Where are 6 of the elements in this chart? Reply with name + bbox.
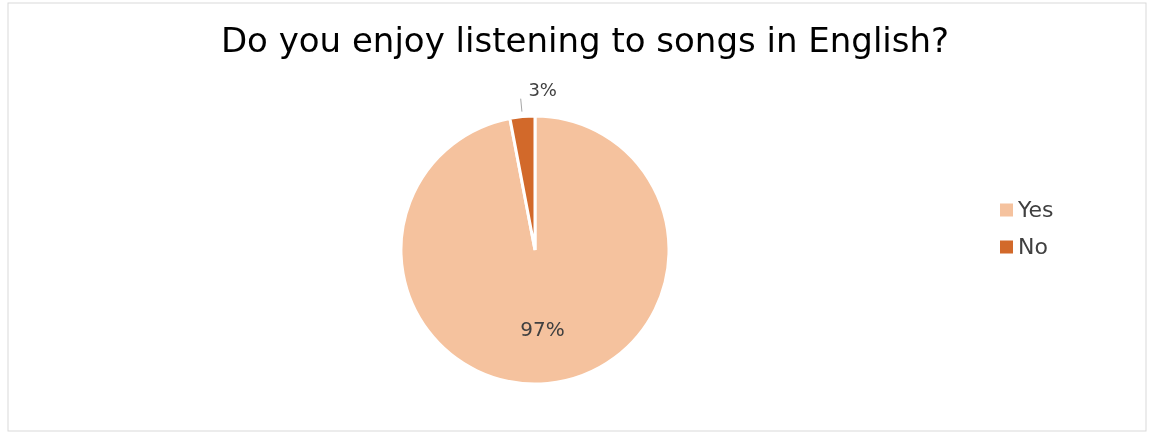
pie-slice xyxy=(399,114,671,386)
legend-label: Yes xyxy=(1017,196,1054,222)
data-label: 3% xyxy=(528,78,557,100)
legend-label: No xyxy=(1018,233,1048,259)
data-label: 97% xyxy=(520,316,565,341)
chart-title: Do you enjoy listening to songs in English? xyxy=(220,20,950,60)
